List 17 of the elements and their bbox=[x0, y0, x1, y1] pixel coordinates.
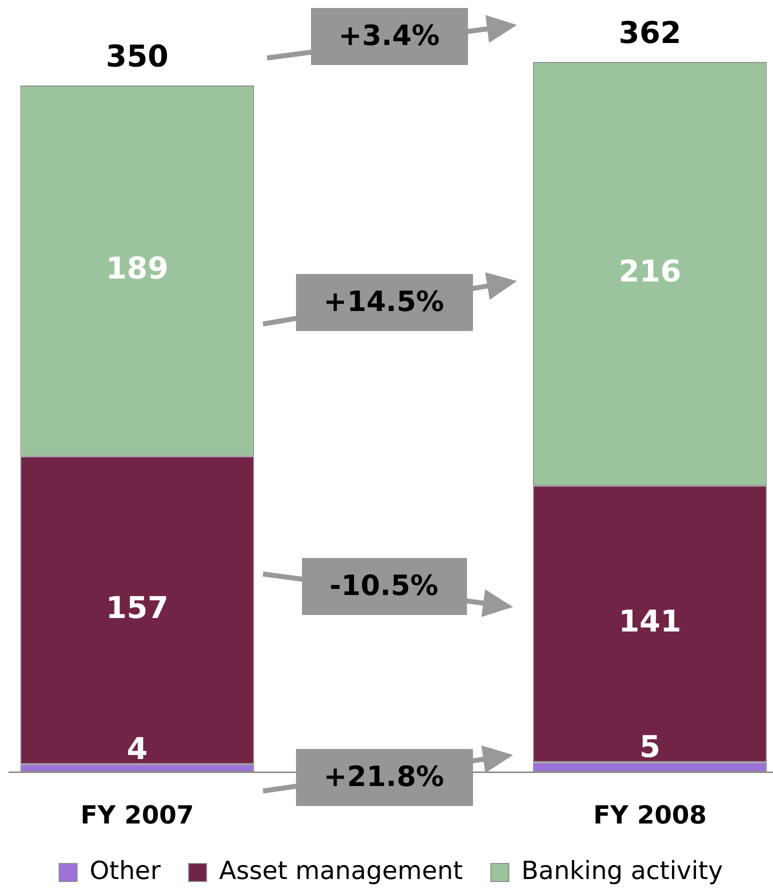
legend-label: Banking activity bbox=[521, 856, 724, 885]
annotation: +14.5% bbox=[324, 285, 444, 319]
x-tick-label: FY 2008 bbox=[593, 800, 707, 830]
data-label: 189 bbox=[106, 252, 168, 287]
legend-label: Asset management bbox=[219, 856, 464, 885]
data-label: 5 bbox=[640, 730, 660, 765]
data-label: 216 bbox=[618, 254, 682, 290]
data-label: 157 bbox=[106, 590, 168, 626]
data-label: 141 bbox=[618, 604, 682, 640]
total-label: 362 bbox=[618, 16, 682, 51]
legend-label: Other bbox=[90, 856, 162, 885]
annotation: +21.8% bbox=[324, 760, 444, 794]
x-tick-label: FY 2007 bbox=[80, 800, 194, 830]
text: +3.4% bbox=[338, 19, 440, 53]
annotation: -10.5% bbox=[330, 569, 438, 603]
total-label: 350 bbox=[106, 39, 168, 74]
data-label: 4 bbox=[126, 732, 148, 767]
